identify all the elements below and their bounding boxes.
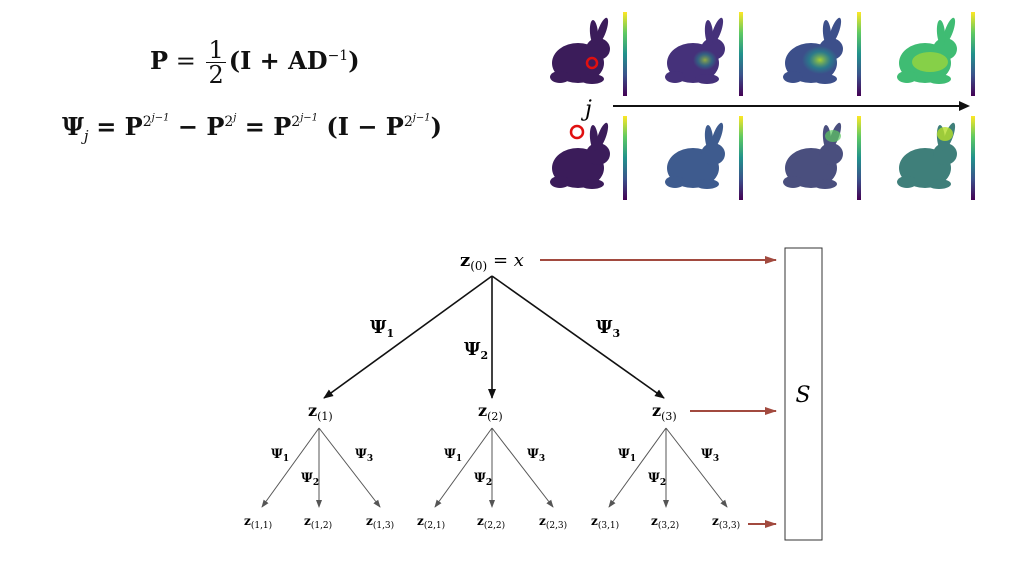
eq-p-fraction: 1 2 bbox=[206, 36, 226, 89]
eq-p-lhs: P bbox=[150, 46, 169, 75]
source-marker-2 bbox=[569, 124, 585, 140]
colorbar bbox=[971, 116, 975, 200]
colorbar bbox=[739, 12, 743, 96]
node-z21: z(2,1) bbox=[417, 514, 445, 531]
edge-label-1-2: Ψ2 bbox=[301, 471, 319, 488]
edge-label-2-2: Ψ2 bbox=[474, 471, 492, 488]
eq-p-rhs-close: ) bbox=[348, 46, 360, 75]
edge-1-1 bbox=[261, 427, 320, 508]
eq-p-num: 1 bbox=[206, 36, 226, 64]
edge-root-1 bbox=[323, 275, 493, 399]
colorbar bbox=[857, 12, 861, 96]
eq-psi-rhs-2: − P bbox=[169, 112, 225, 141]
eq-psi-sup-3: 2 bbox=[291, 114, 301, 130]
edge-label-2-1: Ψ1 bbox=[444, 447, 462, 464]
edge-label-3-3: Ψ3 bbox=[701, 447, 719, 464]
eq-p-rhs-sup: −1 bbox=[327, 48, 349, 64]
eq-psi-sup-3b: j−1 bbox=[300, 112, 319, 124]
eq-psi-rhs-1: = P bbox=[96, 112, 143, 141]
node-z22: z(2,2) bbox=[477, 514, 505, 531]
colorbar bbox=[739, 116, 743, 200]
edge-label-3-1: Ψ1 bbox=[618, 447, 636, 464]
equation-psi: Ψj = P2j−1 − P2j = P2j−1 (I − P2j−1) bbox=[62, 112, 442, 145]
edge-label-psi2: Ψ2 bbox=[464, 339, 488, 362]
edge-label-psi1: Ψ1 bbox=[370, 317, 394, 340]
eq-p-equals: = bbox=[175, 47, 196, 75]
edge-2-1 bbox=[434, 427, 493, 508]
eq-p-den: 2 bbox=[208, 61, 224, 89]
eq-p-rhs: (I + AD bbox=[228, 46, 328, 75]
eq-psi-lhs: Ψ bbox=[62, 112, 84, 141]
edge-label-1-3: Ψ3 bbox=[355, 447, 373, 464]
edge-label-2-3: Ψ3 bbox=[527, 447, 545, 464]
eq-psi-sup-2b: j bbox=[233, 112, 237, 124]
node-z2: z(2) bbox=[478, 401, 503, 423]
s-box bbox=[784, 247, 823, 541]
eq-psi-sup-4b: j−1 bbox=[412, 112, 431, 124]
eq-psi-sup-1: 2 bbox=[142, 114, 152, 130]
node-z1: z(1) bbox=[308, 401, 333, 423]
node-z23: z(2,3) bbox=[539, 514, 567, 531]
node-z31: z(3,1) bbox=[591, 514, 619, 531]
colorbar bbox=[971, 12, 975, 96]
eq-psi-rhs-4: (I − P bbox=[318, 112, 404, 141]
edge-3-1 bbox=[608, 427, 667, 508]
node-z3: z(3) bbox=[652, 401, 677, 423]
bunny-row-2 bbox=[550, 116, 975, 200]
eq-psi-rhs-3: = P bbox=[236, 112, 292, 141]
level2-nodes: z(1,1) z(1,2) z(1,3) z(2,1) z(2,2) z(2,3… bbox=[244, 514, 740, 531]
edge-2-3 bbox=[491, 427, 554, 508]
s-label: S bbox=[795, 383, 810, 408]
eq-psi-sub: j bbox=[83, 126, 89, 145]
node-z12: z(1,2) bbox=[304, 514, 332, 531]
bunny-row-1 bbox=[550, 12, 975, 96]
level2-edge-labels: Ψ1 Ψ2 Ψ3 Ψ1 Ψ2 Ψ3 Ψ1 Ψ2 Ψ3 bbox=[271, 447, 719, 488]
colorbar bbox=[857, 116, 861, 200]
eq-psi-sup-2: 2 bbox=[224, 114, 234, 130]
bunny-wavelet-figure: j bbox=[550, 12, 975, 200]
source-marker-1 bbox=[585, 56, 599, 70]
edge-label-psi3: Ψ3 bbox=[596, 317, 620, 340]
eq-psi-sup-4: 2 bbox=[403, 114, 413, 130]
node-z13: z(1,3) bbox=[366, 514, 394, 531]
colorbar bbox=[623, 116, 627, 200]
edge-3-3 bbox=[665, 427, 728, 508]
edge-1-3 bbox=[318, 427, 381, 508]
eq-psi-rhs-5: ) bbox=[430, 112, 442, 141]
root-node: z(0) = x bbox=[460, 250, 524, 273]
eq-psi-sup-1b: j−1 bbox=[151, 112, 170, 124]
node-z11: z(1,1) bbox=[244, 514, 272, 531]
node-z32: z(3,2) bbox=[651, 514, 679, 531]
edge-label-3-2: Ψ2 bbox=[648, 471, 666, 488]
edge-root-3 bbox=[491, 275, 665, 399]
node-z33: z(3,3) bbox=[712, 514, 740, 531]
edge-label-1-1: Ψ1 bbox=[271, 447, 289, 464]
equation-p: P = 1 2 (I + AD−1) bbox=[150, 38, 360, 87]
colorbar bbox=[623, 12, 627, 96]
